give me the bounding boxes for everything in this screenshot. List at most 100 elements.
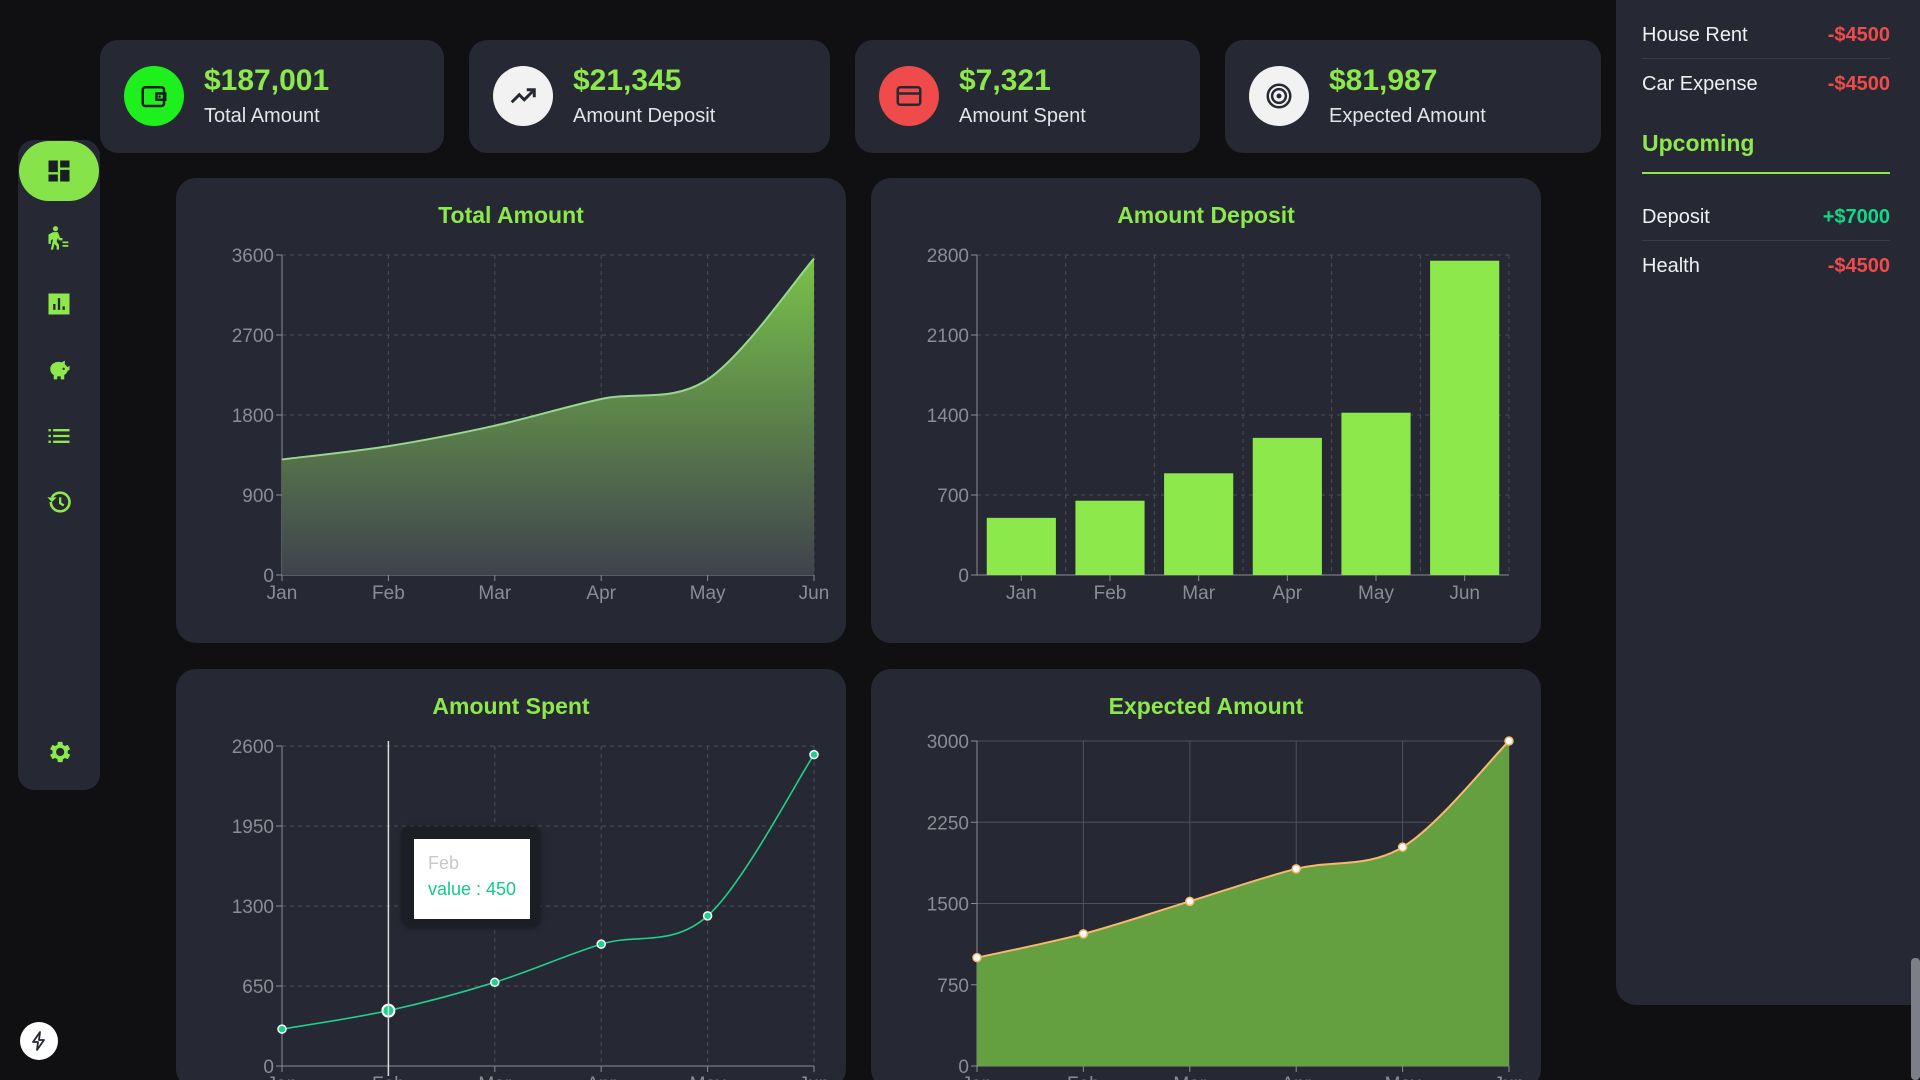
sidebar-item-transfer[interactable]	[18, 208, 100, 268]
upcoming-row[interactable]: Health -$4500	[1642, 241, 1890, 290]
y-tick-label: 2800	[927, 246, 969, 267]
x-tick-label: Apr	[1273, 583, 1303, 604]
divider	[1642, 172, 1890, 174]
data-point	[277, 1024, 287, 1034]
data-point	[1291, 864, 1301, 874]
area-fill	[282, 258, 814, 575]
expected-amount-area-chart[interactable]: 0 750 1500 2250 3000 Jan Feb Mar Apr May Jun	[871, 669, 1541, 1080]
x-tick-label: May	[690, 1074, 726, 1080]
sidebar-item-list[interactable]	[18, 406, 100, 466]
chart-card-total-amount: Total Amount 0 900 1800 2700 3600 Jan Feb Mar Ap…	[176, 178, 846, 643]
data-point	[490, 977, 500, 988]
stat-value: $7,321	[959, 64, 1051, 97]
stat-label: Total Amount	[204, 105, 320, 127]
sidebar-item-reports[interactable]	[18, 274, 100, 334]
bar	[1341, 412, 1411, 575]
y-tick-label: 1950	[232, 817, 274, 838]
target-icon	[1249, 66, 1309, 126]
trending-up-icon	[493, 66, 553, 126]
sidebar-item-dashboard[interactable]	[19, 141, 99, 201]
sidebar-item-savings[interactable]	[18, 340, 100, 400]
bolt-icon	[32, 1031, 45, 1051]
x-tick-label: May	[1358, 583, 1394, 604]
series-line	[281, 754, 815, 1030]
stat-card-expected[interactable]: $81,987 Expected Amount	[1225, 40, 1601, 153]
stat-label: Amount Deposit	[573, 105, 716, 127]
sidebar-nav	[18, 140, 100, 790]
x-tick-label: Jan	[267, 583, 298, 604]
x-tick-label: Jun	[1449, 583, 1480, 604]
y-tick-label: 1300	[232, 897, 274, 918]
x-tick-label: Mar	[1182, 583, 1215, 604]
y-tick-label: 2700	[232, 326, 274, 347]
transaction-amount: -$4500	[1827, 24, 1890, 46]
stat-label: Amount Spent	[959, 105, 1086, 127]
data-point	[1078, 929, 1089, 939]
y-tick-label: 2100	[927, 326, 969, 347]
bar	[1075, 500, 1145, 575]
bar	[1430, 260, 1500, 575]
y-tick-label: 750	[937, 976, 969, 997]
data-point	[809, 749, 819, 760]
x-tick-label: Mar	[478, 583, 511, 604]
x-tick-label: Jun	[799, 1074, 830, 1080]
x-tick-label: Mar	[478, 1074, 511, 1080]
credit-card-icon	[879, 66, 939, 126]
transaction-amount: -$4500	[1827, 73, 1890, 95]
x-tick-label: May	[1385, 1074, 1421, 1080]
y-tick-label: 2600	[232, 737, 274, 758]
chart-title: Expected Amount	[1108, 693, 1304, 719]
y-tick-label: 2250	[927, 813, 969, 834]
data-point	[702, 911, 713, 921]
stat-card-deposit[interactable]: $21,345 Amount Deposit	[469, 40, 830, 153]
sidebar-item-history[interactable]	[18, 472, 100, 532]
transaction-name: House Rent	[1642, 24, 1748, 46]
upcoming-heading: Upcoming	[1642, 130, 1755, 156]
data-point	[1504, 736, 1514, 746]
data-point	[1185, 896, 1195, 907]
stat-value: $187,001	[204, 64, 330, 97]
chart-title: Amount Spent	[432, 693, 590, 719]
x-tick-label: Feb	[372, 583, 405, 604]
data-point	[596, 939, 606, 949]
stat-card-total[interactable]: $187,001 Total Amount	[100, 40, 444, 153]
x-tick-label: Apr	[1281, 1074, 1311, 1080]
bolt-button[interactable]	[20, 1022, 58, 1060]
amount-spent-line-chart[interactable]: 0 650 1300 1950 2600 Jan Feb Mar Apr May Jun	[176, 669, 846, 1080]
upcoming-amount: -$4500	[1827, 255, 1890, 277]
piggy-bank-icon	[50, 360, 70, 380]
x-tick-label: Apr	[586, 583, 616, 604]
upcoming-row[interactable]: Deposit +$7000	[1642, 192, 1890, 241]
upcoming-amount: +$7000	[1822, 206, 1890, 228]
y-tick-label: 0	[958, 566, 969, 587]
scrollbar-thumb[interactable]	[1911, 958, 1920, 1080]
y-tick-label: 700	[937, 486, 969, 507]
bar	[1164, 473, 1234, 575]
stat-label: Expected Amount	[1329, 105, 1486, 127]
sidebar-item-settings[interactable]	[18, 722, 100, 782]
transaction-row[interactable]: Car Expense -$4500	[1642, 59, 1890, 108]
y-tick-label: 0	[958, 1057, 969, 1078]
x-tick-label: Apr	[586, 1074, 616, 1080]
transaction-row[interactable]: House Rent -$4500	[1642, 10, 1890, 59]
y-tick-label: 1800	[232, 406, 274, 427]
bar	[1252, 437, 1322, 575]
dashboard-icon	[48, 160, 70, 182]
data-point	[972, 952, 982, 963]
amount-deposit-bar-chart[interactable]: 0 700 1400 2100 2800 Jan Feb Mar Apr May Jun	[871, 178, 1541, 643]
bar	[986, 517, 1056, 575]
y-tick-label: 1500	[927, 895, 969, 916]
x-tick-label: Jan	[1006, 583, 1037, 604]
total-amount-area-chart[interactable]: 0 900 1800 2700 3600 Jan Feb Mar Apr May Jun	[176, 178, 846, 643]
x-tick-label: Jan	[267, 1074, 298, 1080]
series-line	[976, 740, 1510, 959]
gear-icon	[50, 741, 71, 763]
y-tick-label: 650	[242, 977, 274, 998]
tooltip-month: Feb	[428, 853, 460, 873]
data-point	[1397, 842, 1408, 852]
stat-card-spent[interactable]: $7,321 Amount Spent	[855, 40, 1200, 153]
x-tick-label: Jan	[962, 1074, 993, 1080]
person-transfer-icon	[48, 226, 69, 250]
series-line	[281, 257, 815, 461]
stat-value: $21,345	[573, 64, 682, 97]
